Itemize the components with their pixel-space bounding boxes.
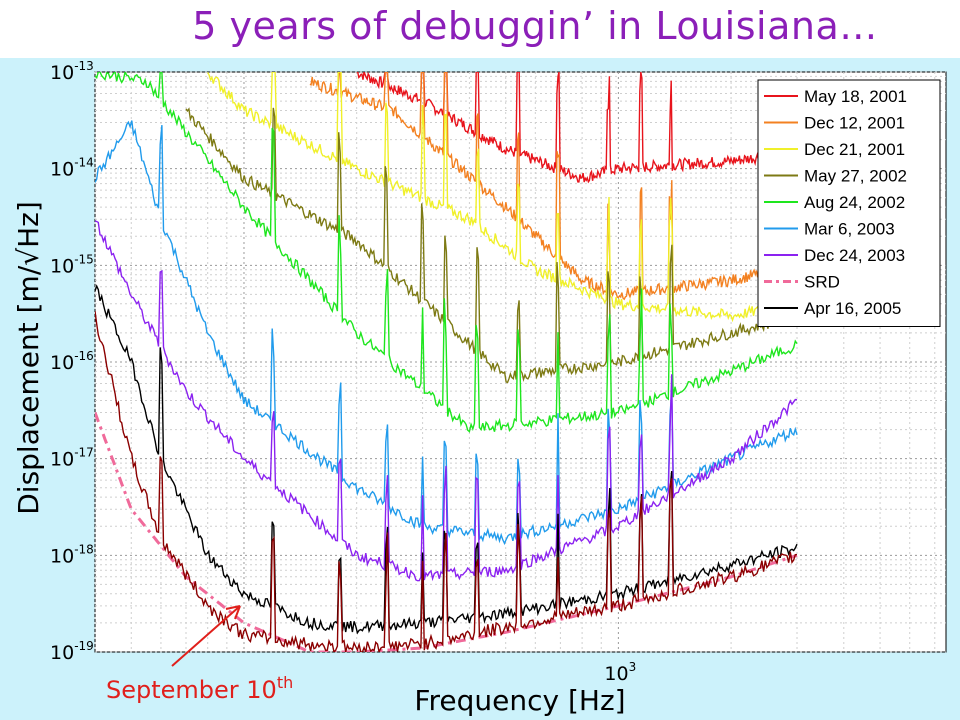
legend-label: Dec 21, 2001 (804, 140, 905, 159)
x-axis-title: Frequency [Hz] (414, 684, 625, 717)
y-tick-label: 10-15 (50, 252, 94, 277)
legend-box (757, 79, 941, 327)
slide-title: 5 years of debuggin’ in Louisiana… (192, 4, 878, 48)
y-tick-exponent: -14 (74, 156, 94, 170)
y-tick-exponent: -19 (74, 639, 94, 653)
legend-label: Aug 24, 2002 (804, 193, 905, 212)
y-tick-label: 10-19 (50, 639, 94, 664)
legend-label: Dec 12, 2001 (804, 114, 905, 133)
y-tick-label: 10-17 (50, 446, 94, 471)
series-line-dec-21-2001 (207, 72, 798, 323)
x-tick-exponent: 3 (629, 660, 637, 674)
legend-label: Dec 24, 2003 (804, 246, 905, 265)
legend-label: SRD (804, 273, 840, 292)
legend-label: May 18, 2001 (804, 87, 907, 106)
x-tick-label: 103 (604, 660, 636, 685)
y-tick-label: 10-16 (50, 349, 94, 374)
legend: May 18, 2001 Dec 12, 2001 Dec 21, 2001 May … (757, 79, 941, 327)
y-tick-label: 10-18 (50, 542, 94, 567)
series-line-srd (95, 411, 798, 652)
legend-label: Mar 6, 2003 (804, 220, 895, 239)
y-tick-label: 10-13 (50, 59, 94, 84)
annotation-main: September 10 (106, 676, 277, 704)
series-layer (95, 72, 798, 652)
y-tick-exponent: -18 (74, 542, 94, 556)
series-line-dec-12-2001 (309, 72, 798, 301)
series-line-dec-24-2003 (95, 220, 798, 582)
spectrum-chart: 10-1310-1410-1510-1610-1710-1810-1910210… (12, 59, 947, 717)
series-line-may-27-2002 (185, 107, 798, 384)
chart-panel: 10-1310-1410-1510-1610-1710-1810-1910210… (0, 58, 960, 720)
annotation-arrow (171, 605, 241, 667)
series-line-may-18-2001 (356, 72, 798, 184)
y-tick-exponent: -16 (74, 349, 94, 363)
y-tick-label: 10-14 (50, 156, 94, 181)
series-line-aug-24-2002 (95, 72, 798, 433)
legend-label: May 27, 2002 (804, 167, 907, 186)
series-line-september-10 (95, 311, 798, 652)
series-line-mar-6-2003 (95, 120, 798, 546)
annotation-box (97, 658, 300, 715)
y-tick-exponent: -15 (74, 252, 94, 266)
y-tick-exponent: -17 (74, 446, 94, 460)
annotation-text: September 10th (106, 673, 293, 704)
september-annotation: September 10th (97, 605, 300, 715)
annotation-superscript: th (277, 673, 293, 692)
legend-label: Apr 16, 2005 (804, 299, 901, 318)
y-tick-exponent: -13 (74, 59, 94, 73)
y-axis-title: Displacement [m/√Hz] (12, 201, 45, 515)
